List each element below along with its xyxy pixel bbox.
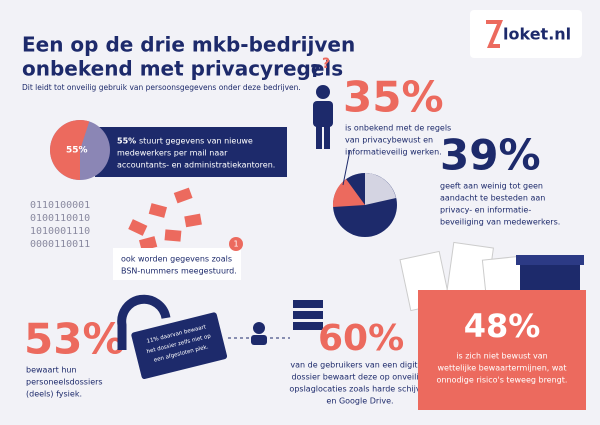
stat-text: geeft aan weinig tot geen: [440, 182, 543, 191]
stat-text: personeelsdossiers: [26, 378, 103, 387]
stat-55: 55% 55% stuurt gegevens van nieuwe medew…: [49, 120, 287, 180]
subtitle: Dit leidt tot onveilig gebruik van perso…: [22, 83, 301, 92]
lock-body: 11% daarvan bewaart het dossier zelfs ni…: [131, 312, 228, 380]
note: 1 ook worden gegevens zoals BSN-nummers …: [113, 237, 243, 280]
person-icon: [316, 85, 330, 99]
stat-value: 55%: [117, 137, 136, 146]
note-box: [113, 248, 241, 280]
badge-text: 1: [233, 240, 238, 249]
archive-lid: [516, 255, 584, 265]
server-icon: [293, 322, 323, 330]
envelope: [164, 229, 182, 242]
person-icon: [313, 101, 333, 127]
logo-text: loket.nl: [503, 25, 571, 44]
stat-39: 39% geeft aan weinig tot geen aandacht t…: [332, 131, 560, 237]
stat-text: is zich niet bewust van: [456, 352, 547, 361]
header: Een op de drie mkb-bedrijven onbekend me…: [22, 33, 355, 93]
stat-text: (deels) fysiek.: [26, 390, 82, 399]
badge: [229, 237, 243, 251]
text-box: [95, 127, 287, 177]
pie-slice: [49, 120, 90, 180]
lock-shackle: [117, 294, 171, 350]
title: onbekend met privacyregels: [22, 57, 343, 81]
logo-mark: [486, 20, 503, 48]
stat-value: 48%: [464, 307, 541, 345]
person-icon: [324, 125, 330, 149]
stat-text: opslaglocaties zoals harde schijven: [289, 385, 430, 394]
stat-60: 60% van de gebruikers van een digitaal d…: [228, 300, 431, 406]
pie-label: 55%: [66, 146, 88, 156]
binary-line: 0110100001: [30, 200, 90, 211]
logo: loket.nl: [470, 10, 582, 58]
stat-text: stuurt gegevens van nieuwe: [139, 137, 253, 146]
stat-text: is onbekend met de regels: [345, 124, 451, 133]
person-icon: [316, 125, 322, 149]
stat-value: 60%: [318, 318, 404, 359]
connector: [342, 149, 351, 186]
stat-value: 35%: [343, 73, 444, 122]
server-icon: [293, 300, 323, 308]
binary-line: 0000110011: [30, 239, 90, 250]
envelope: [128, 219, 148, 236]
stat-35: ? ? 35% is onbekend met de regels van pr…: [310, 56, 451, 157]
stat-box: [418, 290, 586, 410]
envelope: [138, 236, 158, 251]
stat-53: 53% bewaart hun personeelsdossiers (deel…: [24, 294, 228, 399]
note-text: ook worden gegevens zoals: [121, 255, 232, 264]
stat-text: van de gebruikers van een digitaal: [290, 361, 429, 370]
stat-48: 48% is zich niet bewust van wettelijke b…: [399, 241, 586, 410]
title: Een op de drie mkb-bedrijven: [22, 33, 355, 57]
envelope: [184, 213, 202, 228]
stat-text: medewerkers per mail naar: [117, 149, 228, 158]
binary-line: 0100110010: [30, 213, 90, 224]
spy-icon: [251, 335, 267, 345]
lock-plate: [131, 312, 228, 380]
stat-value: 53%: [24, 315, 125, 364]
stat-text: onnodige risico's teweeg brengt.: [437, 376, 568, 385]
binary-line: 1010001110: [30, 226, 90, 237]
note-text: BSN-nummers meegestuurd.: [121, 267, 237, 276]
stat-text: en Google Drive.: [326, 397, 393, 406]
question-icon: ?: [310, 61, 320, 82]
stat-text: privacy- en informatie-: [440, 206, 531, 215]
stat-text: aandacht te besteden aan: [440, 194, 545, 203]
envelope: [173, 187, 193, 204]
binary: 0110100001 0100110010 1010001110 0000110…: [30, 200, 90, 250]
stat-text: dossier bewaart deze op onveilige: [291, 373, 428, 382]
server-icon: [293, 311, 323, 319]
stat-text: bewaart hun: [26, 366, 77, 375]
spy-icon: [253, 322, 265, 334]
stat-value: 39%: [440, 131, 541, 180]
envelope: [148, 203, 168, 218]
pie-slice: [332, 179, 365, 207]
stat-text: informatieveilig werken.: [345, 148, 442, 157]
stat-text: wettelijke bewaartermijnen, wat: [438, 364, 567, 373]
pie-slice: [365, 173, 396, 205]
envelopes: [128, 187, 202, 251]
stat-text: beveiliging van medewerkers.: [440, 218, 560, 227]
question-icon: ?: [322, 56, 330, 72]
stat-text: accountants- en administratiekantoren.: [117, 161, 275, 170]
stat-text: van privacybewust en: [345, 136, 433, 145]
